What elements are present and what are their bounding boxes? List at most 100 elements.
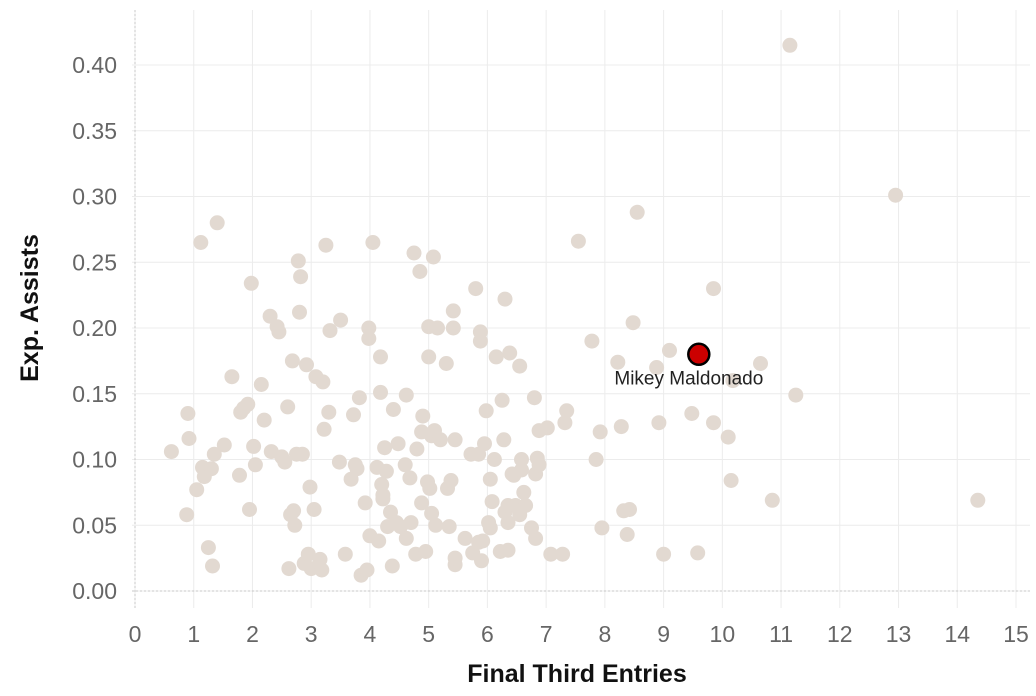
data-point: [299, 357, 314, 373]
data-point: [422, 480, 438, 496]
data-point: [425, 249, 441, 265]
data-point: [232, 467, 247, 483]
data-point: [365, 235, 381, 250]
highlight-point: [687, 342, 711, 367]
y-tick-label: 0.10: [72, 447, 117, 473]
axes: [132, 10, 1030, 608]
x-tick-label: 8: [598, 621, 611, 647]
y-tick-label: 0.25: [72, 249, 117, 275]
data-point: [474, 553, 489, 569]
data-point: [447, 432, 463, 448]
data-point: [224, 369, 240, 385]
data-point: [594, 520, 610, 536]
data-point: [290, 253, 306, 269]
x-tick-label: 1: [187, 621, 200, 647]
data-point: [690, 545, 706, 561]
data-point: [331, 454, 347, 470]
x-tick-label: 13: [886, 621, 912, 647]
data-point: [482, 520, 498, 536]
data-point: [782, 37, 798, 53]
data-point: [753, 356, 768, 371]
data-point: [179, 507, 195, 523]
data-point: [390, 436, 406, 452]
data-point: [418, 544, 434, 559]
data-point: [502, 345, 518, 361]
data-point: [277, 454, 293, 470]
y-tick-label: 0.05: [72, 512, 117, 538]
data-point: [649, 360, 665, 375]
data-point: [403, 515, 419, 531]
data-point: [592, 424, 608, 440]
data-point: [500, 542, 516, 558]
data-point: [528, 530, 544, 546]
data-point: [193, 235, 209, 250]
x-tick-label: 12: [827, 621, 853, 647]
data-point: [373, 384, 388, 400]
data-point: [475, 533, 491, 549]
data-point: [723, 473, 739, 488]
data-point: [488, 349, 504, 365]
data-point: [415, 408, 431, 424]
data-point: [629, 204, 645, 220]
highlight-layer: Mikey Maldonado: [614, 342, 763, 389]
data-point: [205, 558, 220, 574]
data-point: [584, 333, 600, 349]
x-tick-label: 15: [1003, 621, 1029, 647]
data-point: [189, 482, 205, 498]
data-point: [706, 281, 721, 297]
data-point: [293, 269, 309, 285]
data-point: [181, 431, 197, 446]
data-point: [216, 437, 232, 453]
data-point: [457, 530, 473, 546]
data-point: [472, 324, 488, 340]
data-point: [377, 440, 393, 456]
x-tick-label: 10: [710, 621, 736, 647]
data-point: [357, 495, 373, 511]
data-point: [424, 505, 440, 521]
data-point: [526, 390, 542, 406]
data-point: [337, 546, 353, 562]
data-point: [333, 312, 349, 328]
data-point: [306, 502, 322, 517]
data-point: [406, 245, 422, 261]
y-tick-label: 0.35: [72, 118, 117, 144]
y-axis-ticks: 0.00 0.05 0.10 0.15 0.20 0.25 0.30 0.35 0.40: [72, 52, 117, 604]
data-point: [378, 463, 394, 479]
x-tick-label: 7: [540, 621, 553, 647]
data-point: [206, 446, 222, 462]
data-point: [286, 503, 302, 519]
data-point: [373, 349, 388, 365]
data-point: [970, 492, 986, 508]
data-point: [543, 546, 559, 562]
data-point: [557, 415, 573, 431]
data-point: [441, 519, 457, 535]
data-point: [384, 558, 400, 574]
data-point: [243, 275, 259, 291]
data-point: [622, 502, 637, 517]
highlight-label: Mikey Maldonado: [614, 368, 763, 389]
data-point: [559, 403, 575, 419]
data-point: [764, 492, 780, 508]
data-point: [430, 320, 445, 336]
data-point: [247, 457, 263, 473]
data-point: [200, 540, 216, 556]
data-point: [209, 215, 225, 231]
data-point: [625, 315, 641, 331]
data-point: [610, 354, 626, 370]
data-point: [725, 373, 741, 389]
data-point: [163, 444, 179, 460]
data-point: [315, 374, 331, 390]
data-point: [428, 517, 444, 533]
data-point: [398, 530, 414, 546]
data-point: [402, 470, 418, 486]
data-point: [512, 358, 528, 374]
data-point: [409, 441, 425, 457]
data-point: [414, 495, 430, 511]
data-point: [613, 419, 629, 435]
x-axis-ticks: 0 1 2 3 4 5 6 7 8 9 10 11 12 13 14 15: [129, 621, 1029, 647]
data-point: [684, 406, 700, 421]
data-point: [443, 473, 459, 488]
data-point: [322, 323, 338, 339]
data-point: [662, 342, 677, 358]
data-point: [656, 546, 672, 562]
